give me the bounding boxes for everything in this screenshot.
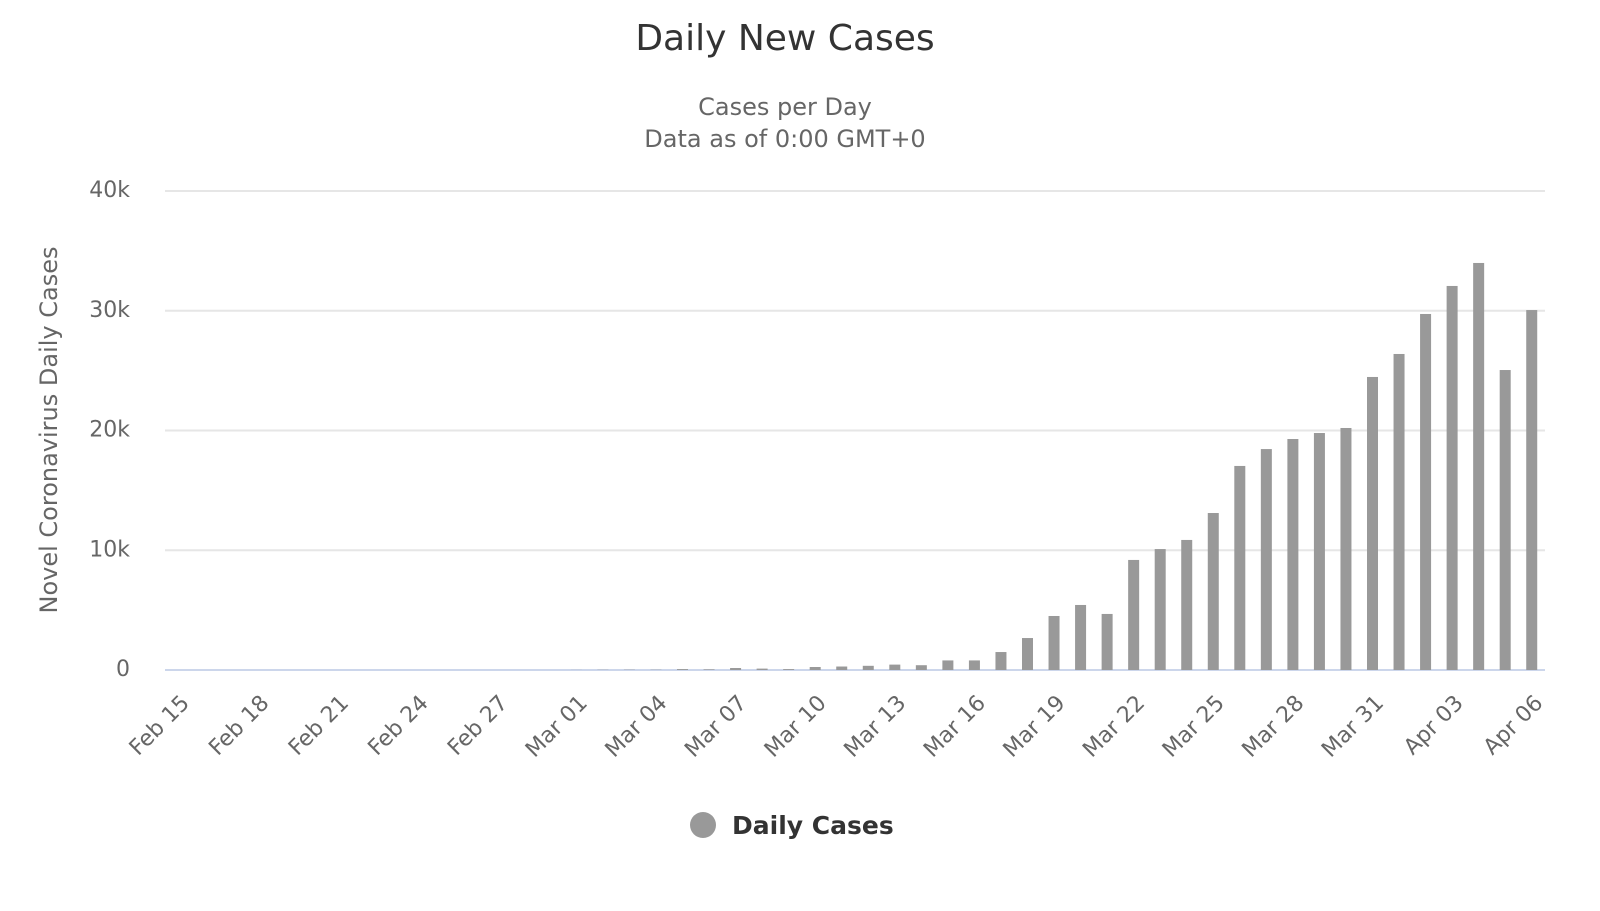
bar <box>1048 615 1060 670</box>
x-tick-label: Feb 24 <box>364 691 434 761</box>
bar <box>1207 513 1219 670</box>
chart-subtitle: Cases per Day <box>698 93 872 121</box>
bar <box>942 660 954 670</box>
y-axis-title: Novel Coronavirus Daily Cases <box>35 247 63 614</box>
bar <box>1367 376 1378 670</box>
x-tick-label: Feb 18 <box>204 691 274 761</box>
bar <box>968 660 980 670</box>
bar <box>1420 313 1432 670</box>
legend-marker[interactable] <box>690 812 716 838</box>
bar <box>1393 353 1405 670</box>
x-tick-label: Apr 03 <box>1399 691 1468 760</box>
bar <box>1181 539 1193 670</box>
bar <box>677 669 688 670</box>
bar <box>862 665 874 670</box>
bar <box>1526 310 1538 670</box>
bar <box>995 652 1007 670</box>
bar <box>1287 439 1299 670</box>
y-tick-label: 20k <box>89 418 130 443</box>
bar <box>703 669 715 670</box>
x-tick-label: Mar 13 <box>840 691 912 763</box>
bar <box>1260 449 1272 670</box>
bar <box>809 667 821 670</box>
bar <box>1154 549 1166 670</box>
bar <box>889 664 901 670</box>
x-tick-label: Mar 22 <box>1078 691 1150 763</box>
x-tick-label: Mar 16 <box>919 691 991 763</box>
x-tick-label: Mar 28 <box>1238 691 1310 763</box>
bar <box>1446 285 1458 670</box>
bar <box>1473 262 1485 670</box>
y-tick-label: 30k <box>89 298 130 323</box>
bar <box>1234 465 1246 670</box>
x-tick-label: Mar 04 <box>601 691 673 763</box>
chart-title: Daily New Cases <box>635 18 934 59</box>
bar <box>1340 427 1352 670</box>
legend-label[interactable]: Daily Cases <box>732 811 894 840</box>
x-tick-label: Feb 15 <box>125 691 195 761</box>
chart-subtitle: Data as of 0:00 GMT+0 <box>644 125 925 153</box>
bar <box>1499 370 1511 670</box>
bar <box>1022 638 1033 670</box>
x-tick-label: Mar 07 <box>680 691 752 763</box>
x-tick-label: Apr 06 <box>1479 691 1548 760</box>
y-tick-label: 0 <box>116 657 130 682</box>
bar <box>730 668 742 670</box>
bar <box>1075 604 1087 670</box>
x-tick-label: Mar 25 <box>1158 691 1230 763</box>
bar <box>1101 613 1113 670</box>
bar <box>836 666 848 670</box>
x-tick-label: Mar 31 <box>1317 691 1389 763</box>
x-tick-label: Feb 27 <box>443 691 513 761</box>
bar <box>783 669 795 670</box>
x-tick-label: Mar 19 <box>999 691 1071 763</box>
y-tick-label: 10k <box>89 537 130 562</box>
bar <box>1128 559 1140 670</box>
x-tick-label: Feb 21 <box>284 691 354 761</box>
x-tick-label: Mar 10 <box>760 691 832 763</box>
bar <box>756 668 768 670</box>
bar <box>915 665 927 670</box>
bar <box>1313 433 1325 670</box>
y-tick-label: 40k <box>89 178 130 203</box>
x-tick-label: Mar 01 <box>521 691 593 763</box>
